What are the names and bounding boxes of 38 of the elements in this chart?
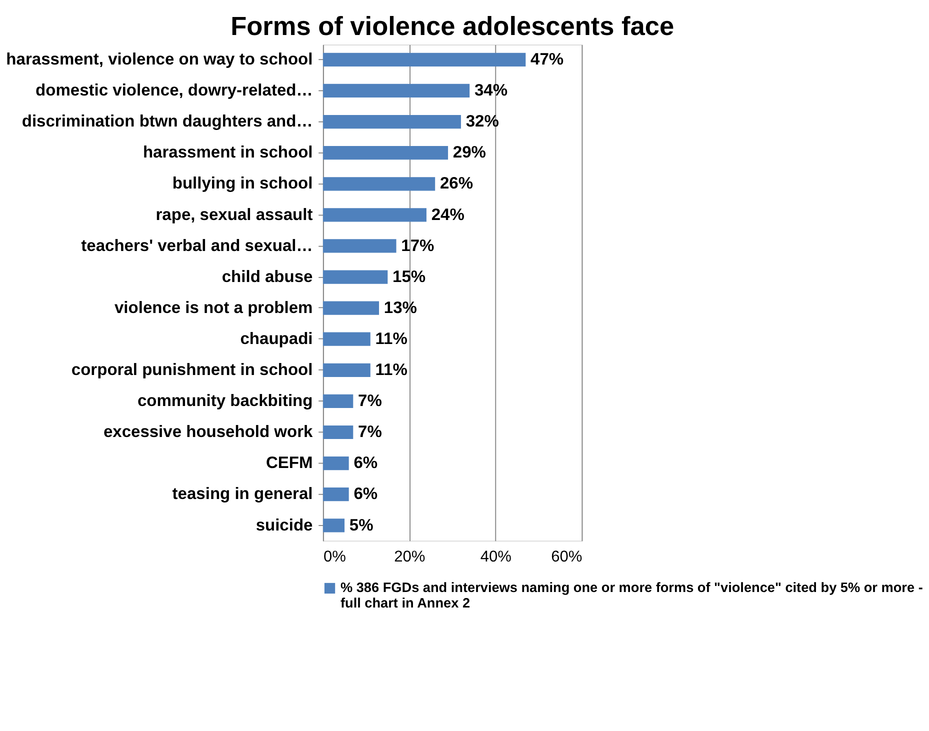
data-label: 7% <box>358 391 382 410</box>
data-label: 6% <box>354 453 378 472</box>
y-tick-label: rape, sexual assault <box>156 204 314 224</box>
data-label: 34% <box>474 80 508 100</box>
y-tick-label: corporal punishment in school <box>71 360 313 380</box>
data-label: 15% <box>392 266 426 286</box>
y-tick-label: CEFM <box>266 453 313 472</box>
data-label: 26% <box>440 174 474 193</box>
x-tick-label: 20% <box>394 548 426 566</box>
y-tick-label: teachers' verbal and sexual… <box>81 236 313 255</box>
y-tick-label: chaupadi <box>240 328 313 348</box>
data-label: 6% <box>354 484 378 504</box>
y-tick-label: teasing in general <box>172 484 313 504</box>
data-label: 32% <box>466 112 500 131</box>
data-label: 29% <box>452 142 486 162</box>
chart-title: Forms of violence adolescents face <box>230 10 674 41</box>
data-label: 17% <box>401 236 435 255</box>
y-tick-label: child abuse <box>222 266 313 286</box>
y-tick-label: domestic violence, dowry-related… <box>36 80 313 100</box>
x-tick-label: 40% <box>480 548 512 566</box>
y-tick-label: bullying in school <box>172 174 313 193</box>
y-tick-label: harassment, violence on way to school <box>6 50 313 69</box>
data-label: 47% <box>530 50 564 69</box>
y-tick-label: harassment in school <box>142 142 313 162</box>
legend-label: % 386 FGDs and interviews naming one or more forms of "violence" cited by 5% or more - full chart in Annex 2 <box>340 580 923 611</box>
x-tick-label: 60% <box>551 548 582 566</box>
y-tick-label: discrimination btwn daughters and… <box>22 112 313 131</box>
data-label: 11% <box>375 328 408 348</box>
data-label: 11% <box>375 360 408 380</box>
y-tick-label: suicide <box>256 515 313 534</box>
data-label: 5% <box>349 515 374 534</box>
data-label: 24% <box>431 204 465 224</box>
y-tick-label: excessive household work <box>103 422 314 442</box>
data-label: 13% <box>384 298 418 317</box>
y-tick-label: community backbiting <box>137 391 313 410</box>
x-tick-label: 0% <box>323 548 346 566</box>
y-tick-label: violence is not a problem <box>114 298 313 317</box>
data-label: 7% <box>358 422 382 442</box>
